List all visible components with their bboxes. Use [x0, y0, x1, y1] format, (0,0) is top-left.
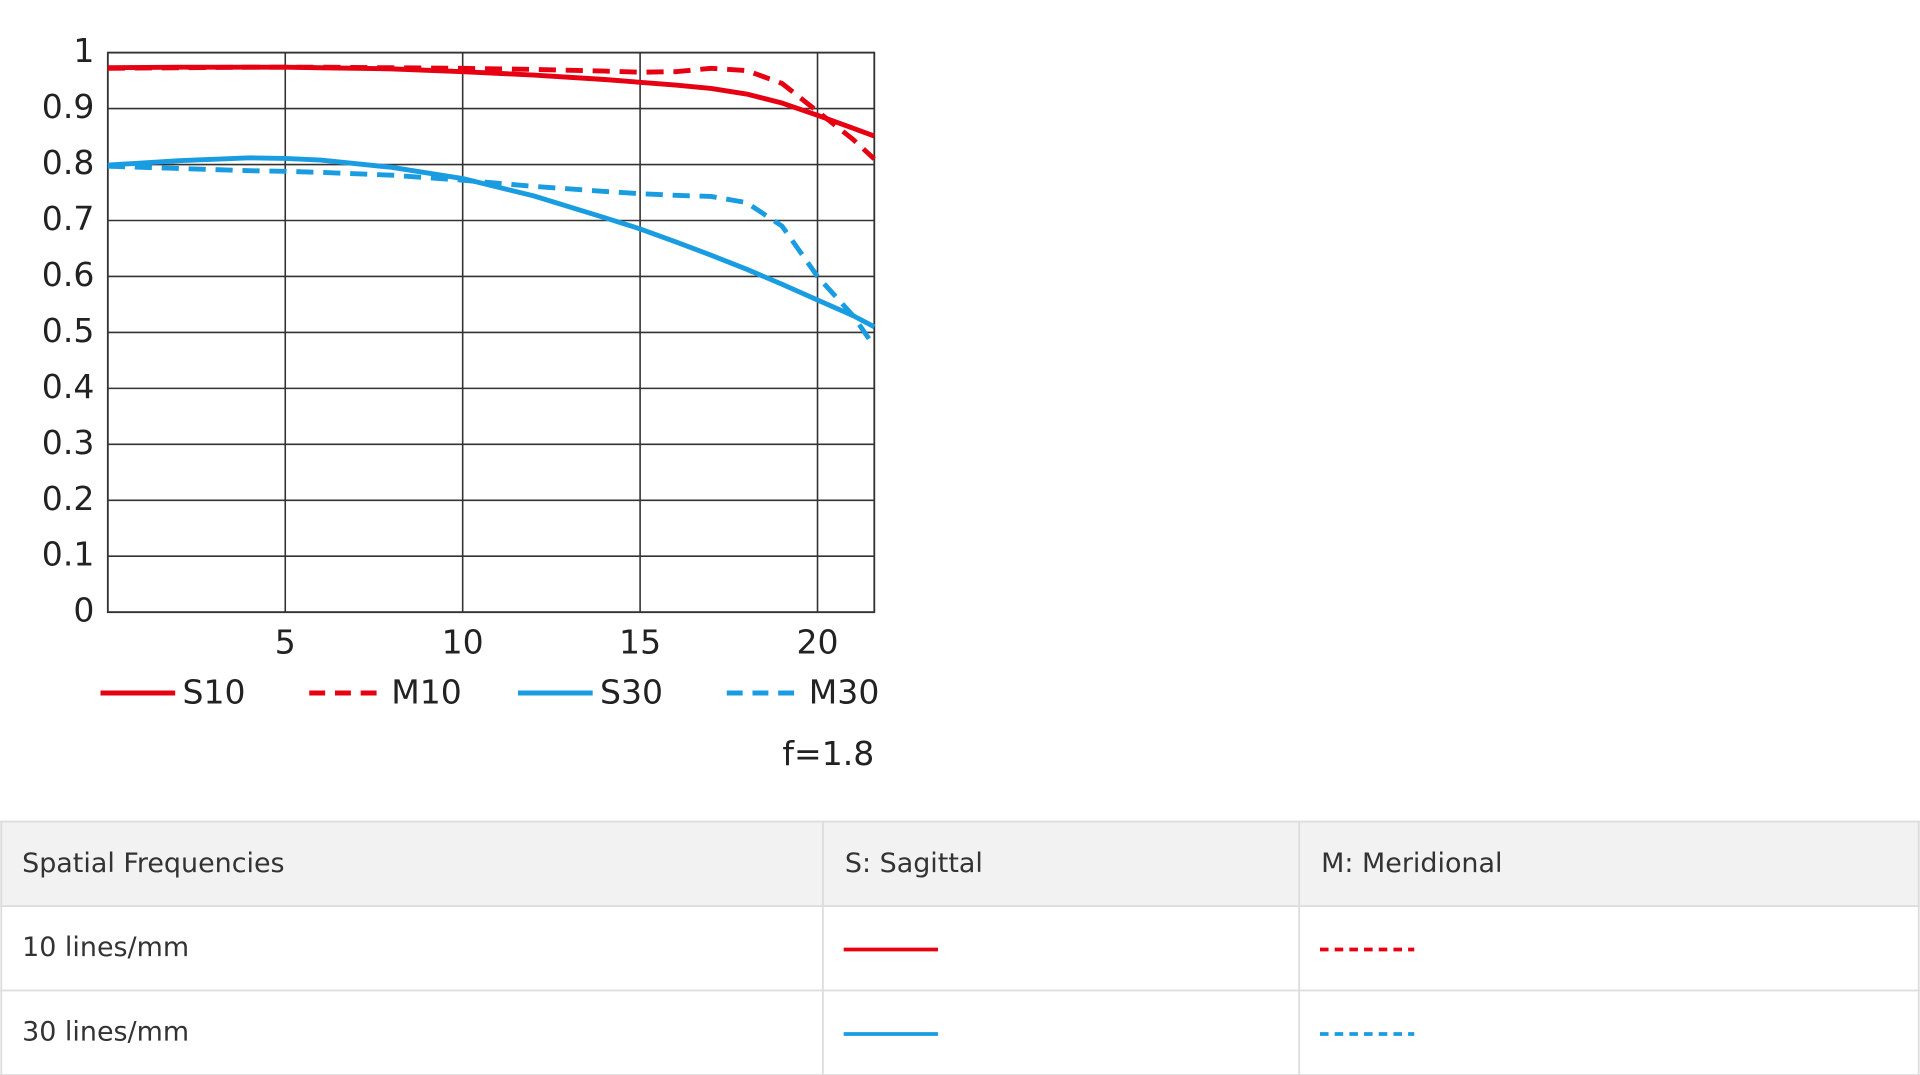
y-tick-label: 0.4	[42, 367, 95, 406]
table-header-cell: Spatial Frequencies	[22, 848, 284, 879]
annotation: f=1.8	[782, 734, 874, 773]
y-tick-label: 0.7	[42, 199, 95, 238]
x-tick-label: 10	[442, 623, 484, 662]
x-tick-label: 15	[619, 623, 661, 662]
y-tick-label: 0.3	[42, 423, 95, 462]
table-cell: 10 lines/mm	[22, 932, 189, 963]
y-tick-label: 0	[73, 591, 94, 630]
plot-frame	[106, 51, 876, 614]
x-tick-label: 20	[796, 623, 838, 662]
y-tick-label: 0.8	[42, 143, 95, 182]
legend-label: S10	[183, 673, 246, 712]
y-tick-label: 1	[73, 31, 94, 70]
table-header-cell: S: Sagittal	[845, 848, 983, 879]
y-tick-label: 0.2	[42, 479, 95, 518]
legend-label: S30	[600, 673, 663, 712]
series-line	[107, 163, 877, 348]
y-tick-label: 0.1	[42, 535, 95, 574]
series-line	[107, 64, 876, 161]
y-tick-label: 0.6	[42, 255, 95, 294]
y-tick-label: 0.9	[42, 87, 95, 126]
y-tick-label: 0.5	[42, 311, 95, 350]
legend-label: M10	[391, 673, 462, 712]
table-cell: 30 lines/mm	[22, 1016, 189, 1047]
table-header-bg	[0, 821, 1920, 907]
table-header-cell: M: Meridional	[1321, 848, 1502, 879]
x-tick-label: 5	[275, 623, 296, 662]
legend-label: M30	[809, 673, 880, 712]
series-line	[107, 155, 876, 329]
